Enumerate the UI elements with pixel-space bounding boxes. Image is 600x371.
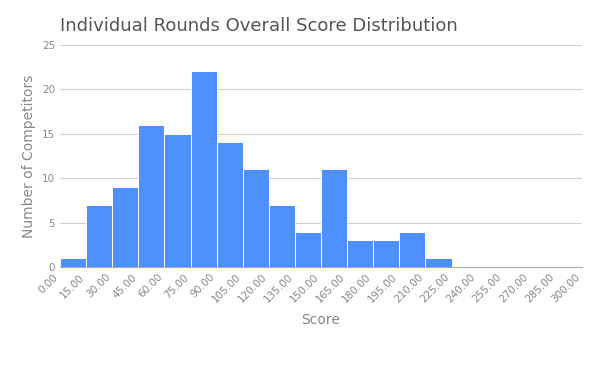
Bar — [243, 169, 269, 267]
Bar — [191, 71, 217, 267]
Bar — [86, 205, 112, 267]
Bar — [347, 240, 373, 267]
Text: Individual Rounds Overall Score Distribution: Individual Rounds Overall Score Distribu… — [60, 17, 458, 35]
Bar — [373, 240, 400, 267]
Bar — [164, 134, 191, 267]
Bar — [60, 258, 86, 267]
Bar — [112, 187, 139, 267]
Bar — [217, 142, 243, 267]
Bar — [425, 258, 452, 267]
Bar — [139, 125, 164, 267]
Bar — [295, 232, 321, 267]
Bar — [321, 169, 347, 267]
X-axis label: Score: Score — [302, 313, 340, 327]
Y-axis label: Number of Competitors: Number of Competitors — [22, 74, 37, 237]
Bar — [400, 232, 425, 267]
Bar — [269, 205, 295, 267]
